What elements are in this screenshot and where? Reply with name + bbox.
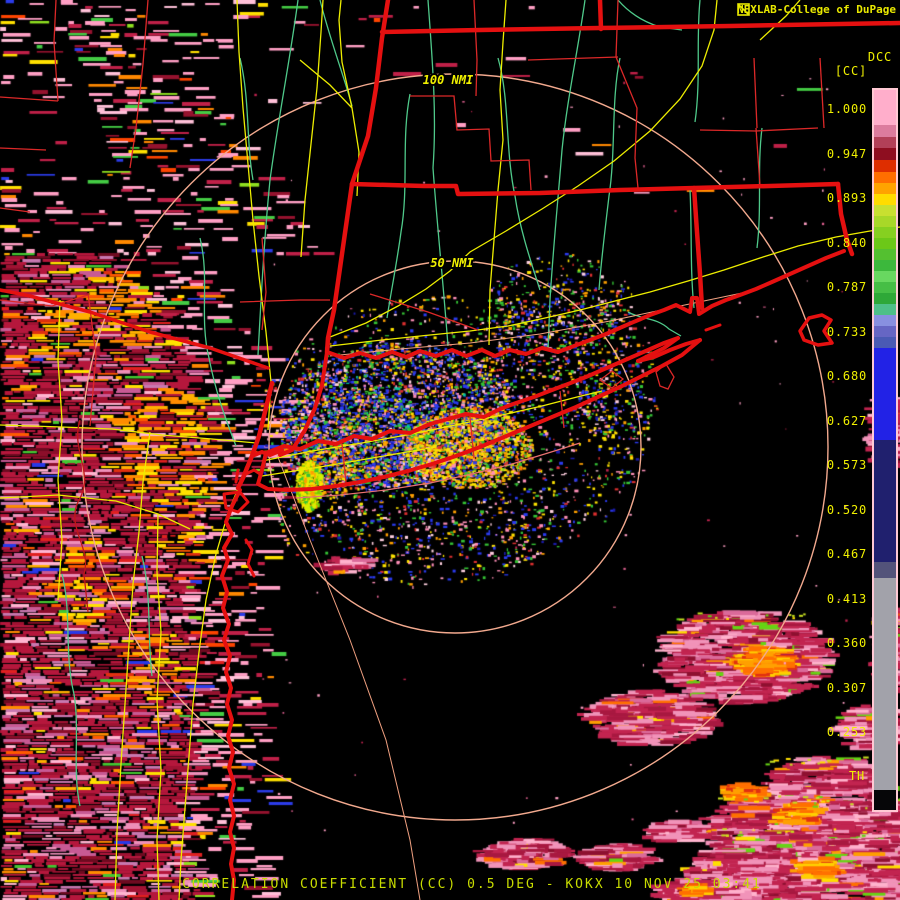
scale-value-label: 0.253 bbox=[826, 725, 867, 739]
scale-value-label: 0.680 bbox=[826, 369, 867, 383]
scale-product-code: DCC bbox=[867, 50, 892, 64]
scale-value-label: 0.520 bbox=[826, 502, 867, 517]
site-title: NEXLAB-College of DuPage bbox=[737, 3, 896, 16]
state-border-lines bbox=[0, 0, 900, 370]
color-scale-bar bbox=[872, 88, 898, 812]
scale-value-label: 0.627 bbox=[826, 413, 867, 428]
scale-value-label: 0.413 bbox=[826, 591, 867, 606]
scale-value-label: 0.733 bbox=[826, 324, 867, 339]
scale-value-label: 0.573 bbox=[826, 458, 867, 472]
cod-logo-icon bbox=[737, 3, 750, 16]
site-title-text: NEXLAB-College of DuPage bbox=[737, 3, 896, 16]
scale-value-label: 0.893 bbox=[826, 191, 867, 205]
scale-value-label: 0.467 bbox=[826, 547, 867, 561]
range-ring-50nmi bbox=[268, 260, 642, 634]
scale-value-label: 0.947 bbox=[826, 146, 867, 161]
scale-value-label: 0.307 bbox=[826, 680, 867, 695]
scale-units-label: [CC] bbox=[834, 64, 867, 78]
barrier-island-line bbox=[295, 442, 581, 499]
ring-label-100nmi: 100 NMI bbox=[423, 73, 474, 87]
river-lines bbox=[61, 0, 763, 807]
ring-label-50nmi: 50 NMI bbox=[430, 256, 474, 270]
scale-value-label: 0.840 bbox=[826, 235, 867, 250]
range-ring-100nmi bbox=[81, 73, 829, 821]
secondary-road-lines bbox=[275, 292, 743, 900]
county-lines bbox=[0, 0, 825, 613]
product-caption: CORRELATION COEFFICIENT (CC) 0.5 DEG - K… bbox=[182, 877, 762, 892]
scale-threshold-label: TH bbox=[848, 769, 865, 783]
scale-value-label: 1.000 bbox=[826, 102, 867, 116]
scale-value-label: 0.360 bbox=[826, 636, 867, 650]
scale-value-label: 0.787 bbox=[826, 280, 867, 294]
coastline-lines bbox=[220, 249, 846, 900]
